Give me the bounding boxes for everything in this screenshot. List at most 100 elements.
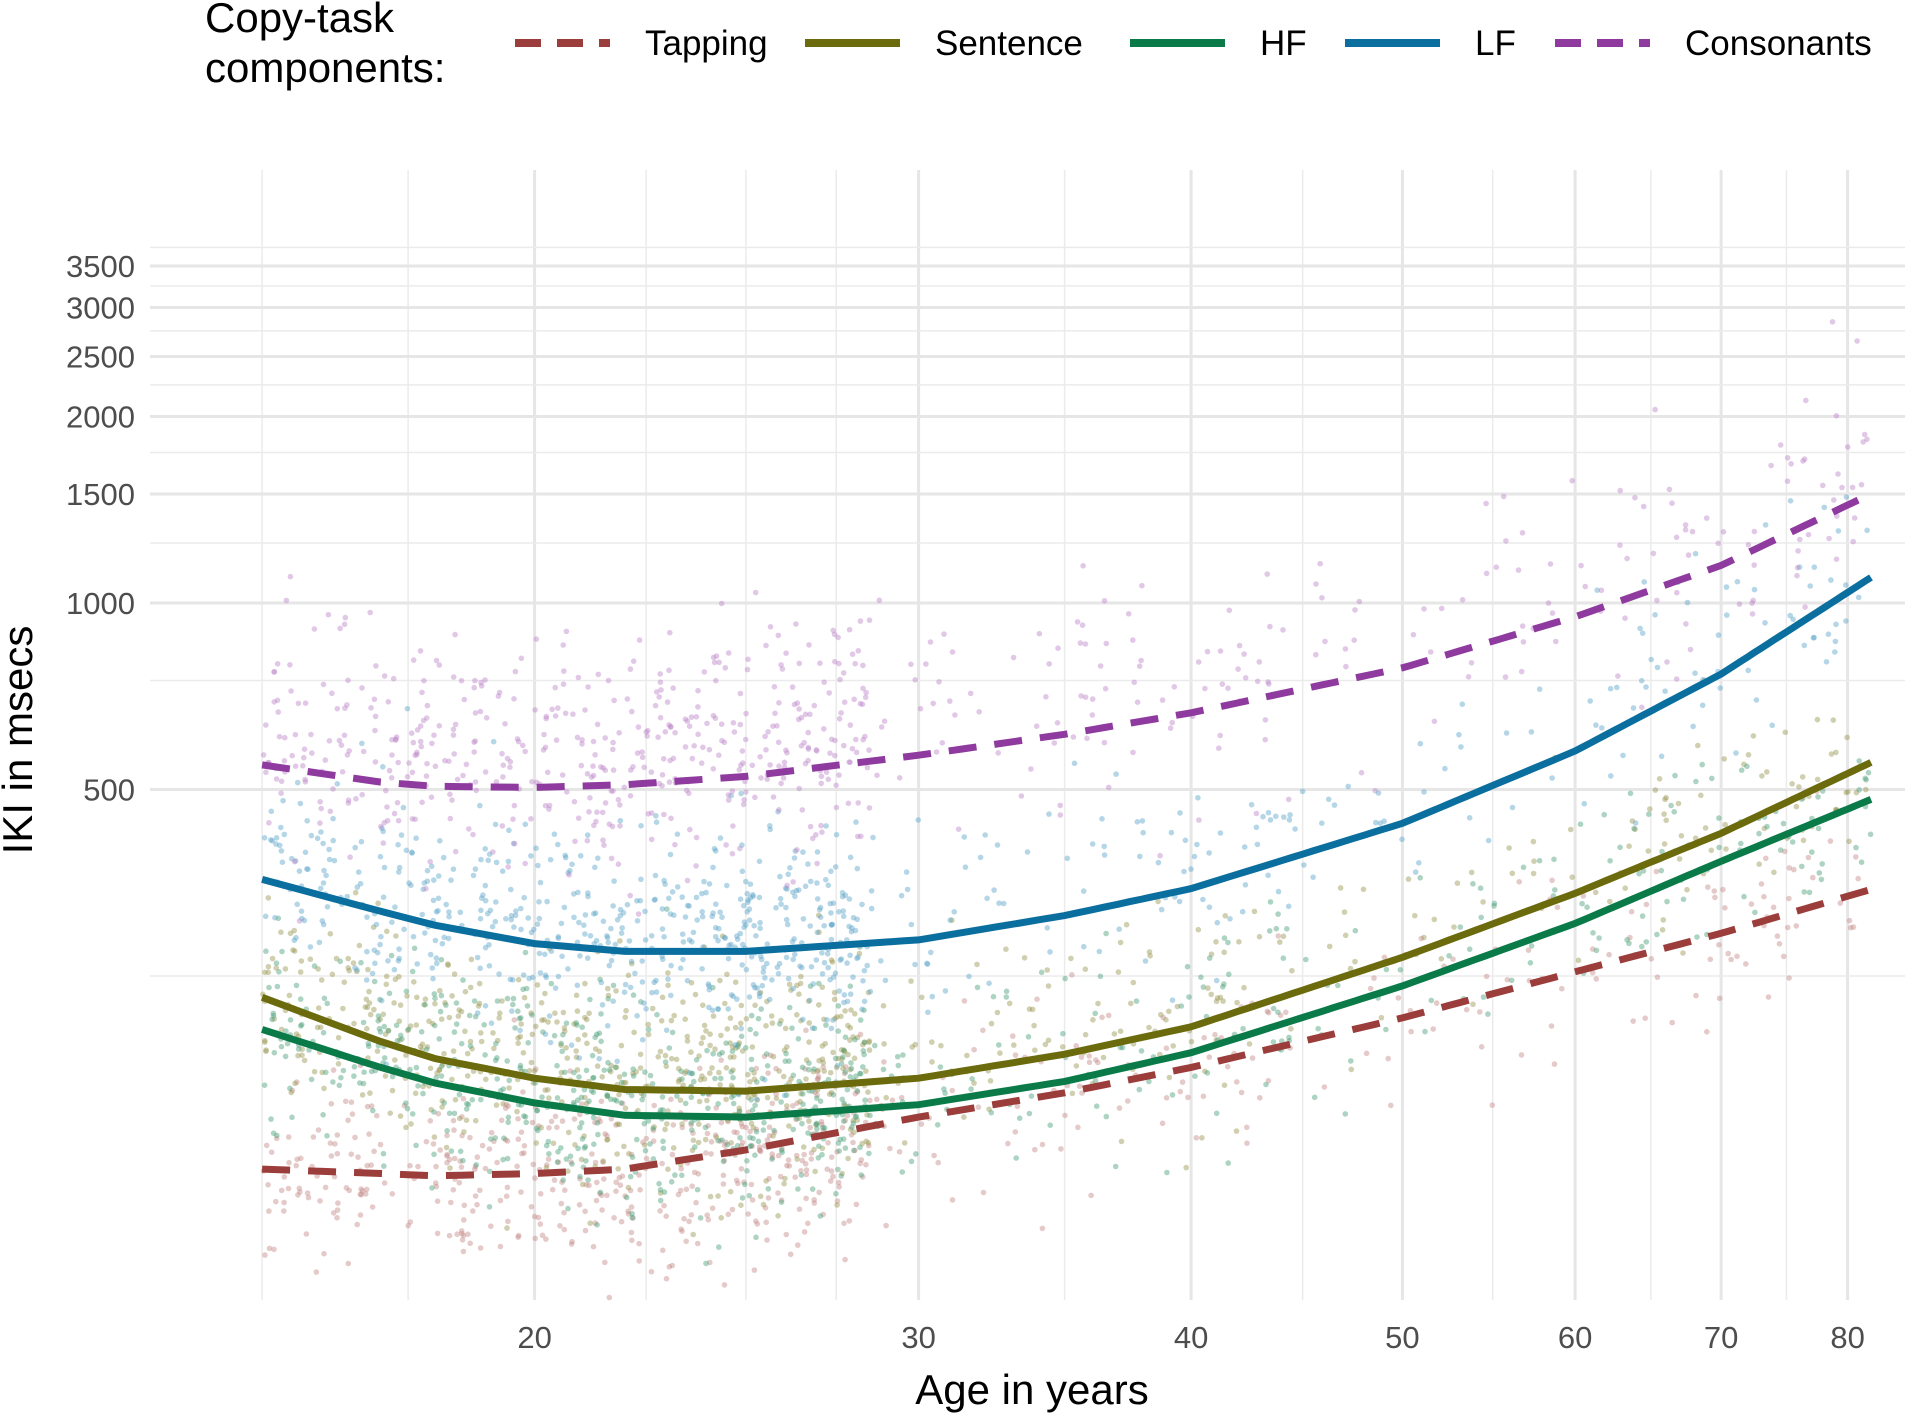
data-point <box>1244 1124 1250 1131</box>
data-point <box>278 1187 285 1194</box>
data-point <box>1695 742 1701 749</box>
data-point <box>767 823 773 829</box>
data-point <box>614 1121 621 1127</box>
data-point <box>682 744 689 750</box>
data-point <box>1179 1079 1186 1085</box>
data-point <box>1360 886 1367 893</box>
data-point <box>1516 879 1522 885</box>
data-point <box>597 1118 603 1125</box>
data-point <box>1845 788 1851 795</box>
data-point <box>1805 854 1812 861</box>
data-point <box>698 760 705 766</box>
data-point <box>1206 955 1213 961</box>
data-point <box>941 631 947 637</box>
data-point <box>684 1038 691 1044</box>
data-point <box>604 1093 611 1099</box>
y-tick-label: 3500 <box>66 249 135 284</box>
data-point <box>617 938 623 944</box>
data-point <box>1174 1003 1181 1010</box>
data-point <box>628 1151 635 1158</box>
data-point <box>518 1015 524 1021</box>
data-point <box>1047 949 1053 955</box>
data-point <box>507 764 513 770</box>
data-point <box>511 840 518 847</box>
data-point <box>835 1140 842 1146</box>
data-point <box>583 1158 589 1164</box>
data-point <box>665 970 671 976</box>
data-point <box>1480 994 1487 1000</box>
data-point <box>748 1097 754 1103</box>
data-point <box>1032 1146 1038 1153</box>
data-point <box>688 1070 695 1077</box>
data-point <box>1089 841 1096 847</box>
data-point <box>1567 826 1574 833</box>
data-point <box>405 1027 411 1034</box>
data-point <box>735 1043 741 1050</box>
data-point <box>665 982 671 989</box>
data-point <box>565 966 571 972</box>
data-point <box>839 1096 845 1103</box>
data-point <box>1622 885 1628 891</box>
data-point <box>520 986 526 993</box>
data-point <box>333 955 340 962</box>
data-point <box>816 980 822 987</box>
data-point <box>575 1145 581 1152</box>
data-point <box>1607 898 1613 905</box>
data-point <box>1751 528 1758 535</box>
data-point <box>1784 478 1791 485</box>
data-point <box>669 1151 676 1158</box>
data-point <box>801 1229 808 1235</box>
data-point <box>1028 1093 1035 1099</box>
data-point <box>541 731 547 738</box>
data-point <box>396 864 403 871</box>
data-point <box>729 1044 736 1050</box>
data-point <box>446 1110 453 1117</box>
data-point <box>366 1000 373 1006</box>
data-point <box>627 1173 634 1180</box>
data-point <box>711 845 718 852</box>
data-point <box>462 988 469 995</box>
data-point <box>856 950 863 957</box>
data-point <box>587 1220 593 1226</box>
data-point <box>409 769 416 776</box>
data-point <box>381 673 388 679</box>
data-point <box>866 1150 872 1157</box>
data-point <box>1659 848 1665 855</box>
data-point <box>278 824 284 831</box>
data-point <box>682 1100 689 1107</box>
data-point <box>803 1171 810 1178</box>
data-point <box>379 825 385 831</box>
data-point <box>542 951 548 958</box>
data-point <box>619 1173 626 1179</box>
data-point <box>358 1186 364 1192</box>
data-point <box>1673 534 1680 541</box>
data-point <box>838 710 844 716</box>
data-point <box>745 656 751 663</box>
data-point <box>576 919 582 926</box>
data-point <box>718 1075 724 1082</box>
data-point <box>779 1145 785 1152</box>
data-point <box>792 1174 798 1180</box>
legend-item-sentence: Sentence <box>805 24 1083 63</box>
data-point <box>745 1211 751 1217</box>
data-point <box>447 1165 453 1171</box>
data-point <box>848 928 855 935</box>
data-point <box>1630 705 1637 711</box>
data-point <box>537 1221 544 1227</box>
data-point <box>579 1136 586 1142</box>
data-point <box>1101 739 1108 746</box>
data-point <box>548 1118 555 1125</box>
data-point <box>619 925 625 931</box>
data-point <box>748 1066 755 1073</box>
data-point <box>440 854 447 861</box>
data-point <box>629 1154 636 1160</box>
data-point <box>660 1247 666 1254</box>
data-point <box>852 1147 858 1154</box>
data-point <box>439 1098 446 1104</box>
data-point <box>651 1124 657 1130</box>
data-point <box>385 1027 392 1034</box>
data-point <box>753 1234 759 1241</box>
data-point <box>935 1159 941 1166</box>
data-point <box>1796 564 1803 570</box>
data-point <box>1265 809 1272 816</box>
